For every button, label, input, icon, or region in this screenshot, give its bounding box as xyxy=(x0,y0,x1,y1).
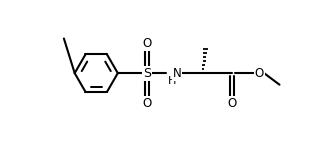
Text: O: O xyxy=(227,97,236,110)
Text: H: H xyxy=(168,76,177,86)
Text: N: N xyxy=(173,67,181,80)
Text: O: O xyxy=(142,37,152,50)
Text: O: O xyxy=(142,97,152,110)
Text: S: S xyxy=(143,67,151,80)
Text: O: O xyxy=(255,67,264,80)
